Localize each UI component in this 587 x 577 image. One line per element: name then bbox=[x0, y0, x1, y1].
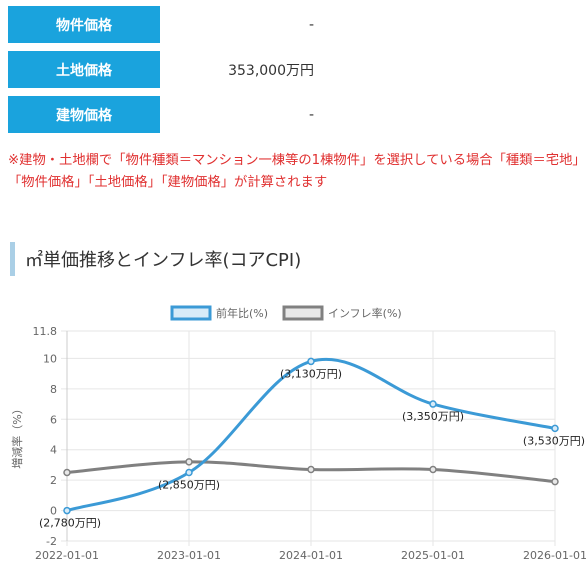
price-row-property: 物件価格 - bbox=[8, 6, 568, 43]
property-price-label: 物件価格 bbox=[8, 6, 160, 43]
y-tick-label: 8 bbox=[50, 383, 57, 396]
data-label: (2,850万円) bbox=[158, 479, 220, 492]
building-price-value: - bbox=[308, 106, 314, 123]
data-label: (3,130万円) bbox=[280, 367, 342, 380]
x-tick-label: 2023-01-01 bbox=[157, 549, 221, 562]
data-point-inflation bbox=[307, 465, 315, 474]
y-tick-label: 2 bbox=[50, 474, 57, 487]
building-price-label: 建物価格 bbox=[8, 96, 160, 133]
data-point-yoy bbox=[185, 468, 193, 477]
price-table: 物件価格 - 土地価格 353,000万円 建物価格 - bbox=[8, 6, 568, 141]
y-tick-label: 11.8 bbox=[33, 325, 58, 338]
y-axis-title: 増減率（%） bbox=[10, 403, 24, 468]
y-tick-label: 6 bbox=[50, 413, 57, 426]
data-point-inflation bbox=[63, 468, 71, 477]
calculation-note: ※建物・土地欄で「物件種類＝マンション一棟等の1棟物件」を選択している場合「種類… bbox=[8, 153, 586, 190]
x-tick-label: 2025-01-01 bbox=[401, 549, 465, 562]
property-price-value: - bbox=[308, 16, 314, 33]
y-tick-label: -2 bbox=[46, 535, 57, 548]
data-point-inflation bbox=[429, 465, 437, 474]
y-tick-label: 4 bbox=[50, 444, 57, 457]
data-label: (3,350万円) bbox=[402, 410, 464, 423]
price-row-building: 建物価格 - bbox=[8, 96, 568, 133]
data-point-inflation bbox=[551, 477, 559, 486]
x-tick-label: 2024-01-01 bbox=[279, 549, 343, 562]
x-tick-label: 2022-01-01 bbox=[35, 549, 99, 562]
data-point-yoy bbox=[307, 357, 315, 366]
x-tick-label: 2026-01-01 bbox=[523, 549, 587, 562]
y-tick-label: 0 bbox=[50, 505, 57, 518]
section-title: ㎡単価推移とインフレ率(コアCPI) bbox=[10, 242, 580, 276]
legend-label: 前年比(%) bbox=[216, 306, 268, 320]
land-price-value: 353,000万円 bbox=[228, 62, 314, 79]
legend-label: インフレ率(%) bbox=[328, 306, 402, 320]
data-point-yoy bbox=[63, 506, 71, 515]
price-row-land: 土地価格 353,000万円 bbox=[8, 51, 568, 88]
y-tick-label: 10 bbox=[43, 352, 57, 365]
legend-swatch bbox=[170, 305, 212, 321]
data-point-yoy bbox=[429, 400, 437, 408]
data-label: (2,780万円) bbox=[39, 517, 101, 530]
data-point-yoy bbox=[551, 424, 559, 433]
data-label: (3,530万円) bbox=[523, 434, 585, 447]
legend-swatch bbox=[282, 305, 324, 321]
land-price-label: 土地価格 bbox=[8, 51, 160, 88]
data-point-inflation bbox=[185, 458, 193, 466]
